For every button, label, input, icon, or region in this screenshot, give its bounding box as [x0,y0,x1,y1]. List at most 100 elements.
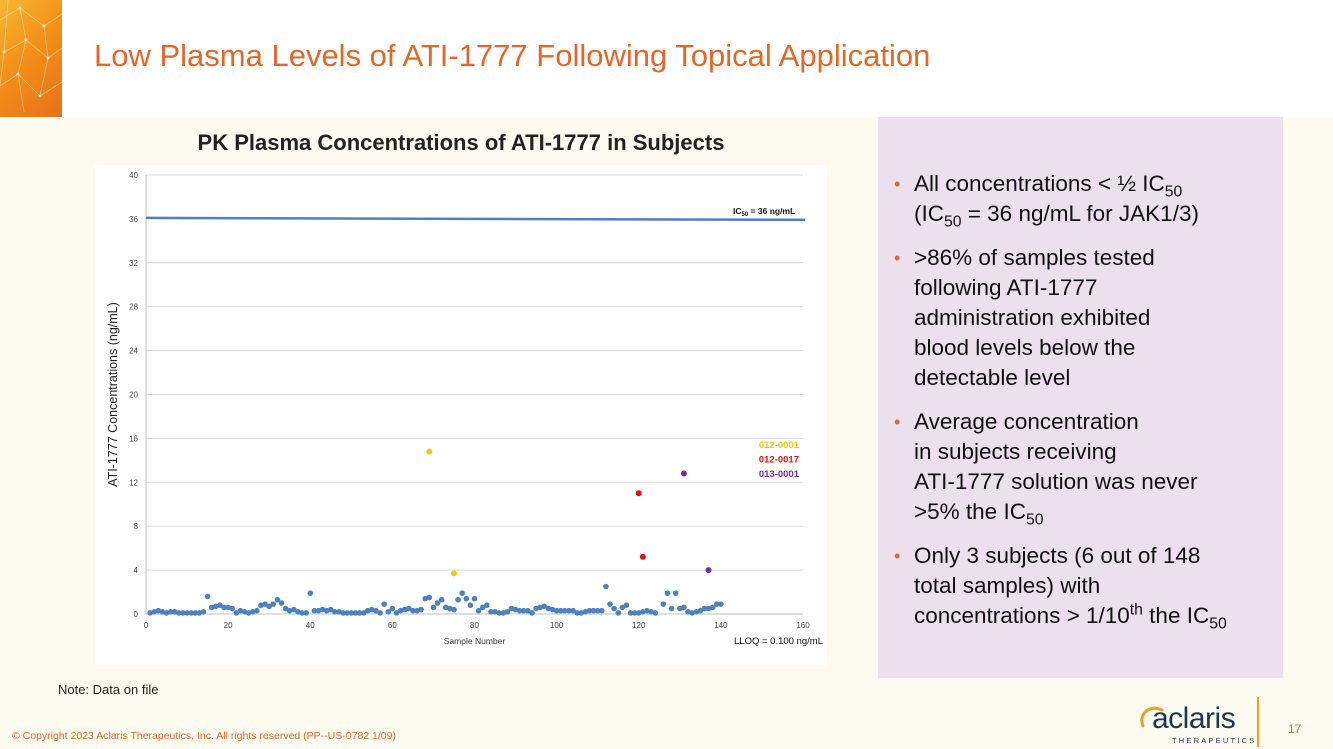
data-point [681,604,687,611]
data-point [348,610,355,616]
data-point [660,601,667,607]
chart-svg: 0 4 8 12 16 20 24 28 32 36 40 0 20 40 60 80 100 120 140 160… [106,171,823,647]
data-point [282,605,289,612]
data-point [356,610,363,616]
data-point [176,610,182,616]
data-point [311,607,318,614]
data-point [426,594,433,601]
data-point [553,607,560,614]
y-tick-label: 16 [129,434,138,443]
y-tick-label: 8 [134,522,139,531]
data-point [496,610,502,616]
data-point [385,609,392,615]
decorative-corner-graphic [0,0,62,117]
bullet-dot-icon: • [894,174,901,194]
data-point [167,609,174,615]
x-tick-label: 60 [388,621,397,630]
y-tick-label: 12 [129,478,138,487]
data-point [307,590,314,596]
data-point [352,610,359,616]
data-point [274,596,281,603]
data-point [590,607,597,614]
data-point [455,596,461,603]
x-axis-label: Sample Number [444,636,506,646]
data-point [340,610,346,616]
data-point [204,593,211,600]
data-point [418,606,424,613]
x-tick-label: 0 [144,621,149,630]
data-point [598,607,605,614]
logo-wordmark: aclaris [1152,702,1236,735]
data-point [713,601,720,607]
data-point [332,609,338,615]
data-point [557,607,564,614]
data-point [217,602,223,609]
chart-title: PK Plasma Concentrations of ATI-1777 in … [197,130,725,155]
data-point [570,607,576,614]
data-point [410,607,416,614]
data-point [381,601,387,607]
data-point [303,610,309,616]
y-tick-label: 4 [134,566,139,575]
x-tick-label: 100 [550,621,564,630]
data-point [705,567,712,574]
data-point [516,607,523,614]
slide-title: Low Plasma Levels of ATI-1777 Following … [94,38,931,73]
x-tick-label: 140 [714,621,728,630]
data-point [278,600,285,606]
data-point [639,553,646,560]
bullet-dot-icon: • [894,546,901,566]
y-tick-label: 20 [129,391,138,400]
bullet-dot-icon: • [894,248,901,268]
data-point [475,607,482,614]
data-point [586,607,593,614]
bullet-item: • All concentrations < ½ IC50 (IC50 = 36 n… [894,171,1199,231]
bullet-item: • Average concentration in subjects receiv… [894,409,1198,529]
data-point [254,607,260,614]
title-band [0,0,1333,117]
data-point [479,604,486,611]
data-point [434,600,441,606]
y-axis-label: ATI-1777 Concentrations (ng/mL) [106,302,120,487]
data-point [184,610,190,616]
data-point [200,609,207,615]
data-point [574,610,580,616]
data-point [484,602,490,609]
data-point [594,607,601,614]
scatter-chart: 0 4 8 12 16 20 24 28 32 36 40 0 20 40 60 80 100 120 140 160… [95,165,827,665]
data-point [541,603,548,610]
data-point [603,583,609,590]
data-point [504,609,511,615]
bullet-dot-icon: • [894,412,901,432]
x-tick-label: 120 [632,621,646,630]
data-point [377,610,383,616]
data-point [520,607,527,614]
legend-entry: 013-0001 [759,469,800,480]
data-point [426,448,433,455]
legend-entry: 012-0001 [759,440,800,451]
data-point [709,604,716,611]
data-point [393,610,400,616]
data-point [406,605,412,612]
data-point [180,610,186,616]
data-point [373,607,379,614]
data-point [221,604,227,611]
data-point [229,605,236,612]
data-point [701,605,708,612]
data-point [299,610,305,616]
data-point [566,607,572,614]
y-tick-label: 36 [129,215,138,224]
y-tick-label: 24 [129,347,138,356]
y-tick-label: 28 [129,303,138,312]
data-point [459,590,465,596]
data-point [680,470,687,477]
data-point [327,606,334,613]
data-point [607,601,613,607]
x-tick-label: 160 [796,621,810,630]
data-point [451,606,457,613]
copyright-text: © Copyright 2023 Aclaris Therapeutics, I… [12,730,396,742]
data-point [344,610,351,616]
x-tick-label: 40 [306,621,315,630]
data-point [631,610,638,616]
data-point [430,604,437,611]
